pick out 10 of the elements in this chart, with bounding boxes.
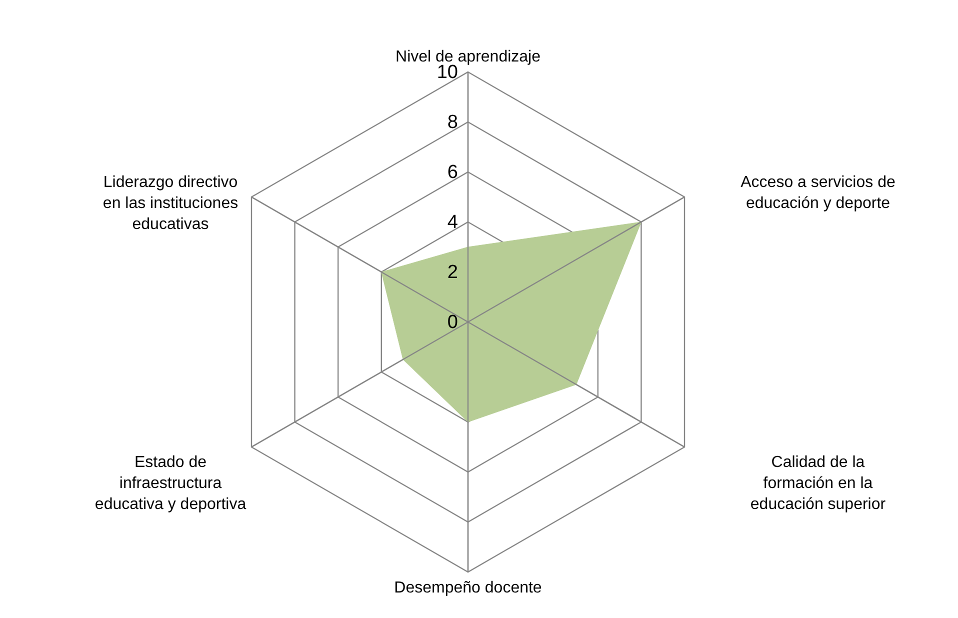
y-tick-label: 6 — [447, 162, 458, 183]
spoke-label: Estado de infraestructura educativa y deportiva — [94, 454, 246, 513]
y-tick-label: 8 — [447, 112, 458, 133]
y-tick-label: 2 — [447, 262, 458, 283]
spoke-label: Acceso a servicios de educación y deporte — [740, 174, 896, 212]
spoke-label: Liderazgo directivo en las instituciones educativas — [102, 174, 238, 233]
spoke-label: Calidad de la formación en la educación superior — [750, 454, 886, 513]
y-tick-label: 0 — [447, 312, 458, 333]
spoke-label: Desempeño docente — [394, 580, 542, 596]
y-tick-label: 4 — [447, 212, 458, 233]
